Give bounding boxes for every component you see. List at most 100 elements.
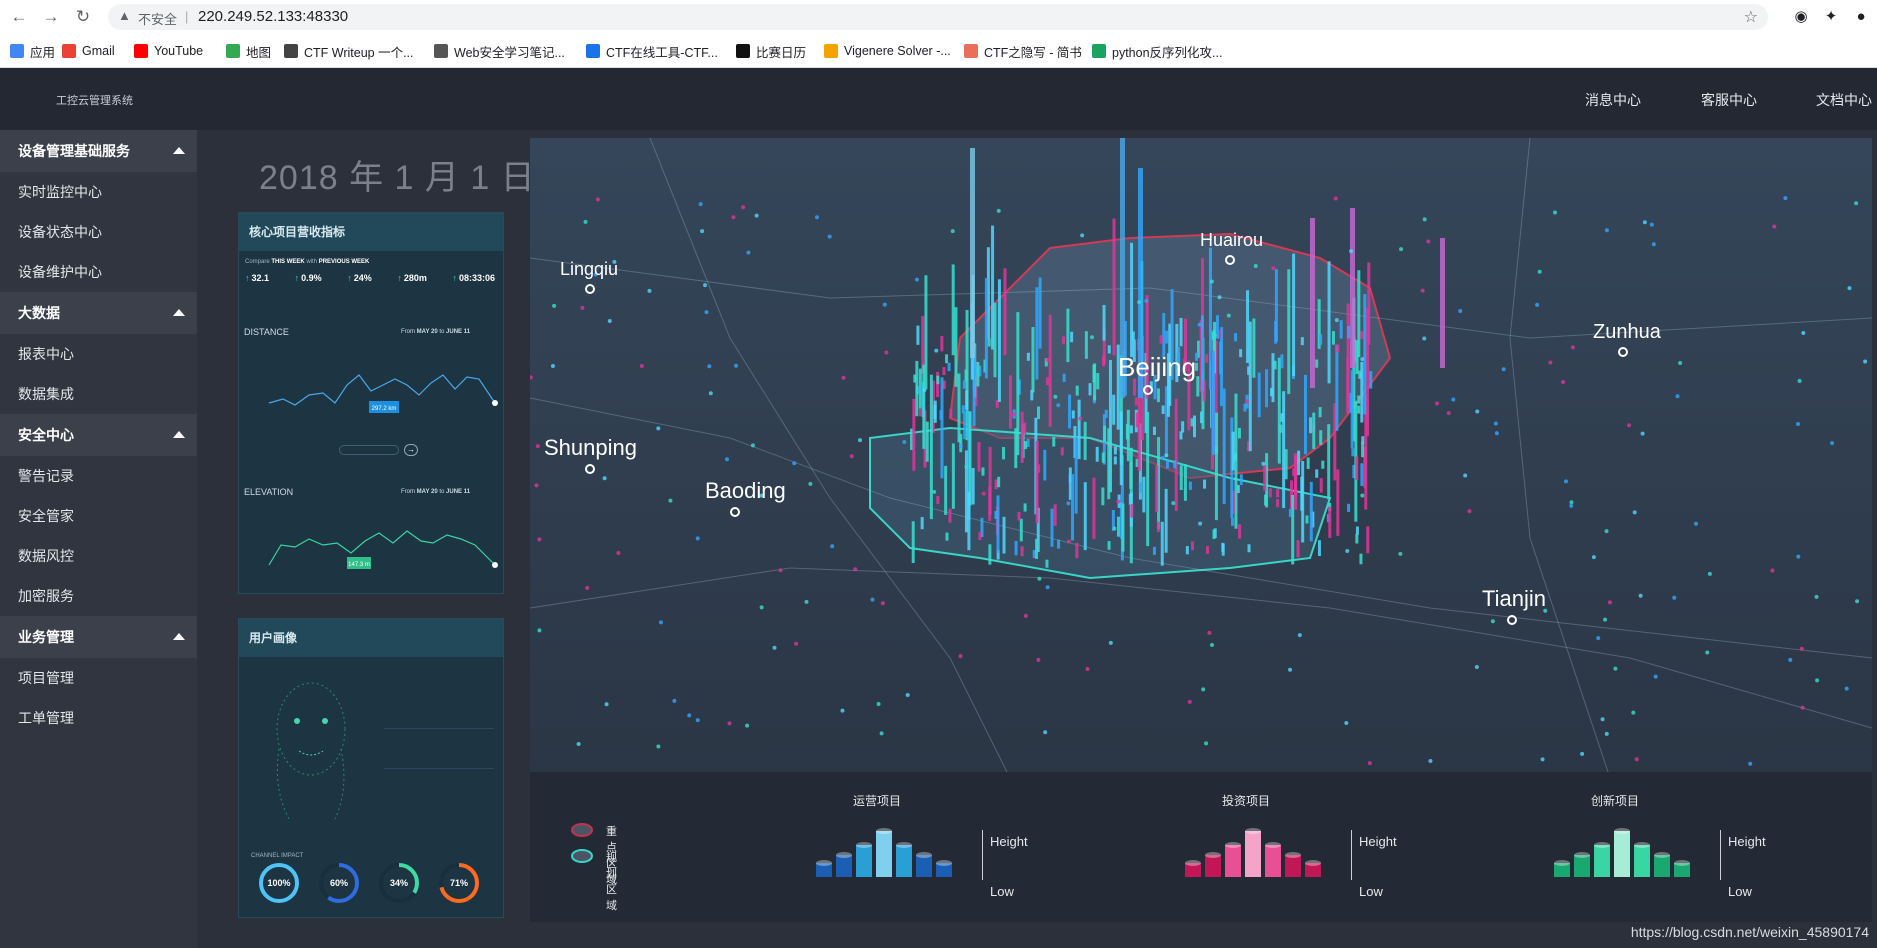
map-bar: [1350, 208, 1355, 368]
map-bar: [1083, 482, 1087, 551]
data-bars-layer: [530, 138, 1868, 766]
sidebar-group-label: 大数据: [18, 305, 60, 321]
map-bar: [963, 411, 967, 440]
map-bar: [912, 398, 916, 471]
map-bar: [1360, 463, 1364, 486]
profile-avatar-icon[interactable]: ●: [1856, 8, 1866, 25]
sidebar-item-reports[interactable]: 报表中心: [18, 346, 74, 362]
distance-pager[interactable]: [339, 445, 399, 455]
map-bar: [1247, 544, 1251, 553]
map-bar: [1201, 258, 1205, 372]
sidebar-item-device-status[interactable]: 设备状态中心: [18, 224, 102, 240]
map-bar: [1019, 518, 1023, 542]
bookmark-item[interactable]: YouTube: [134, 42, 203, 60]
map-bar: [918, 368, 922, 410]
map-bar: [988, 544, 992, 565]
app-title: 工控云管理系统: [56, 95, 133, 107]
map-bar: [1164, 386, 1168, 457]
map-bar: [1016, 312, 1020, 456]
map-bar: [1309, 481, 1313, 542]
sidebar-item-encryption[interactable]: 加密服务: [18, 588, 74, 604]
distance-end-point: [492, 400, 498, 406]
map-bar: [1265, 453, 1269, 508]
map-bar: [1305, 515, 1309, 524]
map-bar: [997, 279, 1001, 402]
map-bar: [1440, 238, 1445, 368]
bookmark-item[interactable]: CTF Writeup 一个...: [284, 42, 414, 60]
sidebar-item-alert-log[interactable]: 警告记录: [18, 468, 74, 484]
bookmark-star-icon[interactable]: ☆: [1743, 9, 1758, 26]
watermark: https://blog.csdn.net/weixin_45890174: [1630, 924, 1869, 940]
kpi-value: ↑ 24%: [347, 273, 372, 283]
caret-up-icon: [173, 633, 185, 640]
previous-week-toggle[interactable]: PREVIOUS WEEK: [318, 259, 370, 265]
sidebar-item-security-manager[interactable]: 安全管家: [18, 508, 74, 524]
map-bar: [1238, 524, 1242, 539]
map-bar: [1130, 503, 1134, 518]
map-bar: [1215, 315, 1219, 339]
bookmark-item[interactable]: Web安全学习笔记...: [434, 42, 565, 60]
map-bar: [1196, 376, 1200, 397]
map-bar: [994, 510, 998, 519]
sidebar-group-label: 业务管理: [18, 629, 74, 645]
warning-icon[interactable]: ▲: [118, 8, 131, 23]
reload-icon[interactable]: ↻: [75, 7, 91, 26]
map-bar: [1355, 533, 1359, 544]
sidebar-group-security[interactable]: 安全中心: [0, 414, 197, 456]
nav-support-center[interactable]: 客服中心: [1701, 92, 1757, 108]
bookmark-item[interactable]: 应用: [10, 42, 55, 60]
elevation-range[interactable]: From MAY 20 to JUNE 11: [401, 489, 471, 495]
bookmark-label: 地图: [246, 45, 272, 60]
sidebar-group-device-mgmt[interactable]: 设备管理基础服务: [0, 130, 197, 172]
caret-up-icon: [173, 431, 185, 438]
map-bar: [1182, 358, 1186, 370]
extension-circle-icon[interactable]: ◉: [1794, 8, 1808, 25]
this-week-toggle[interactable]: THIS WEEK: [271, 259, 305, 265]
bookmark-item[interactable]: 地图: [226, 42, 271, 60]
sidebar-item-device-maintenance[interactable]: 设备维护中心: [18, 264, 102, 280]
address-bar[interactable]: ▲ 不安全 | 220.249.52.133:48330 ☆: [108, 4, 1768, 30]
sidebar-group-label: 安全中心: [18, 427, 74, 443]
bookmark-item[interactable]: python反序列化攻...: [1092, 42, 1222, 60]
map-bar: [1129, 461, 1133, 489]
sidebar-item-realtime-monitor[interactable]: 实时监控中心: [18, 184, 102, 200]
map-dots: [530, 196, 1868, 766]
map-bar: [1351, 448, 1355, 457]
sidebar-group-business[interactable]: 业务管理: [0, 616, 197, 658]
map-bar: [1318, 407, 1322, 418]
bookmark-item[interactable]: Vigenere Solver -...: [824, 42, 951, 60]
bookmark-item[interactable]: 比赛日历: [736, 42, 806, 60]
distance-range[interactable]: From MAY 20 to JUNE 11: [401, 329, 471, 335]
back-icon[interactable]: ←: [10, 7, 28, 26]
map-bar: [1120, 138, 1125, 398]
map-3d-view[interactable]: Huairou Lingqiu Beijing Zunhua Shunping Baodi…: [530, 138, 1872, 778]
sidebar-item-data-integration[interactable]: 数据集成: [18, 386, 74, 402]
map-bar: [1107, 345, 1111, 354]
map-bar: [994, 479, 998, 490]
map-bar: [1062, 373, 1066, 382]
next-arrow-icon[interactable]: →: [404, 444, 418, 456]
map-bar: [1328, 506, 1332, 539]
bookmark-item[interactable]: Gmail: [62, 42, 115, 60]
map-bar: [1162, 312, 1166, 359]
map-bar: [1092, 477, 1096, 540]
map-bar: [1300, 337, 1304, 346]
nav-message-center[interactable]: 消息中心: [1585, 92, 1641, 108]
list-item: [384, 769, 494, 809]
map-bar: [1211, 331, 1215, 340]
sidebar-group-big-data[interactable]: 大数据: [0, 292, 197, 334]
map-bar: [1292, 253, 1296, 377]
sidebar-item-work-orders[interactable]: 工单管理: [18, 710, 74, 726]
sidebar-item-projects[interactable]: 项目管理: [18, 670, 74, 686]
nav-docs-center[interactable]: 文档中心: [1816, 92, 1872, 108]
city-marker-icon: [1507, 615, 1517, 625]
activity-feed: [384, 689, 494, 809]
map-bar: [940, 377, 944, 479]
bookmark-item[interactable]: CTF在线工具-CTF...: [586, 42, 718, 60]
forward-icon[interactable]: →: [42, 7, 60, 26]
sidebar-item-data-risk[interactable]: 数据风控: [18, 548, 74, 564]
bookmark-item[interactable]: CTF之隐写 - 简书: [964, 42, 1082, 60]
extensions-puzzle-icon[interactable]: ✦: [1824, 8, 1838, 25]
map-bar: [925, 421, 929, 462]
map-bar: [1319, 430, 1323, 445]
